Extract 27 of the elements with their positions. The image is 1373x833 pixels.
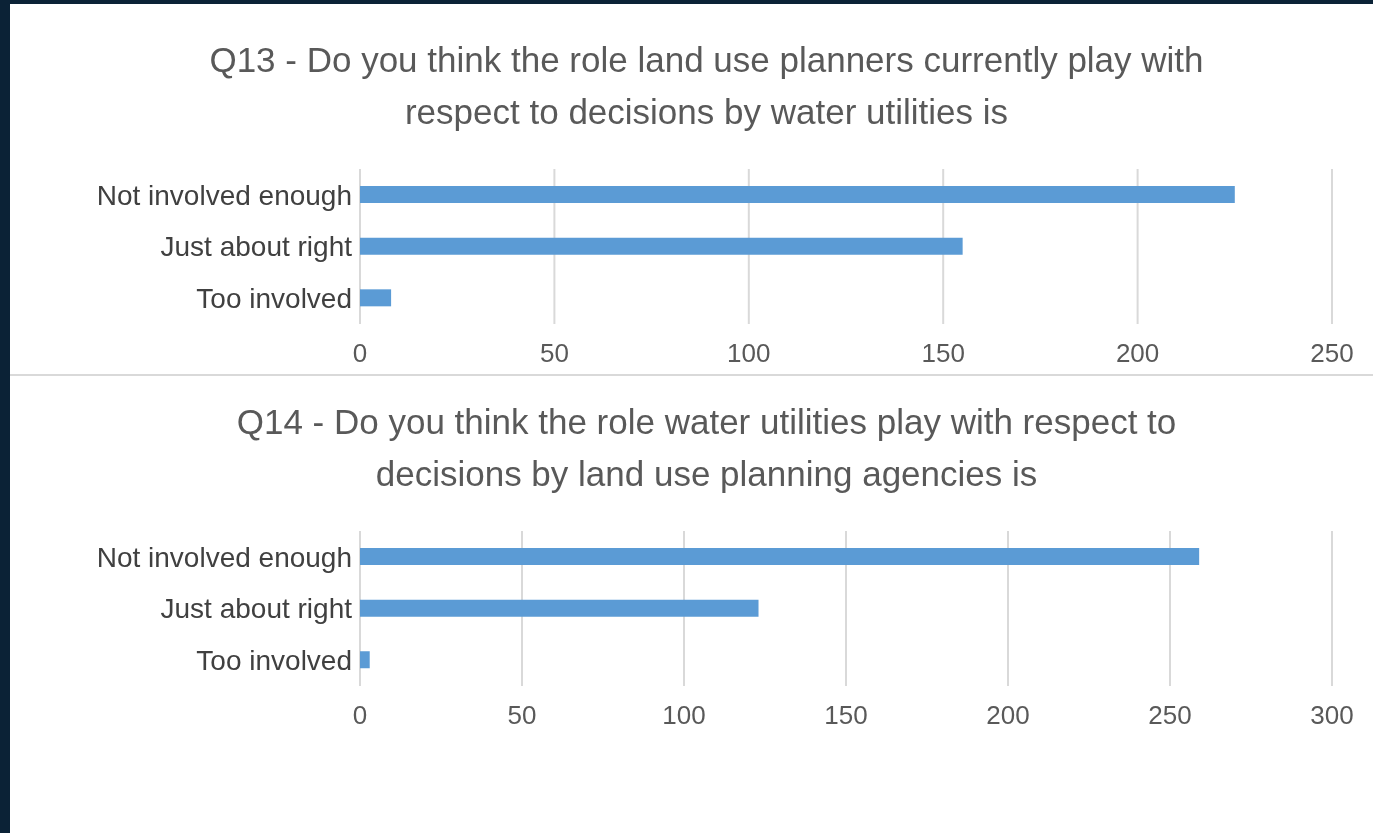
x-tick-label: 0 — [352, 338, 368, 369]
x-tick-label: 50 — [539, 338, 569, 369]
y-tick-label: Too involved — [196, 645, 352, 677]
y-tick-label: Not involved enough — [96, 541, 352, 573]
bar — [360, 651, 370, 669]
x-tick-label: 250 — [1310, 338, 1354, 369]
x-tick-label: 250 — [1148, 700, 1192, 731]
bar — [360, 186, 1235, 203]
bar — [360, 599, 759, 617]
x-tick-label: 200 — [1115, 338, 1160, 369]
chart-title: Q13 - Do you think the role land use planners currently play with respect to decisions by water utilities is — [208, 39, 1205, 133]
y-tick-label: Not involved enough — [96, 179, 352, 211]
x-tick-label: 300 — [1310, 700, 1354, 731]
y-tick-label: Just about right — [160, 231, 353, 263]
bar — [360, 548, 1200, 565]
y-tick-label: Just about right — [160, 593, 353, 625]
x-tick-label: 0 — [352, 700, 368, 731]
x-tick-label: 200 — [986, 700, 1030, 731]
y-tick-label: Too involved — [196, 283, 352, 315]
x-tick-label: 150 — [824, 700, 868, 731]
x-tick-label: 100 — [662, 700, 706, 731]
bar — [360, 289, 392, 307]
x-tick-label: 50 — [507, 700, 537, 731]
chart-title: Q14 - Do you think the role water utilities play with respect to decisions by land use planning agencies is — [235, 401, 1178, 495]
x-tick-label: 150 — [921, 338, 965, 369]
bar — [360, 237, 963, 255]
x-tick-label: 100 — [727, 338, 771, 369]
